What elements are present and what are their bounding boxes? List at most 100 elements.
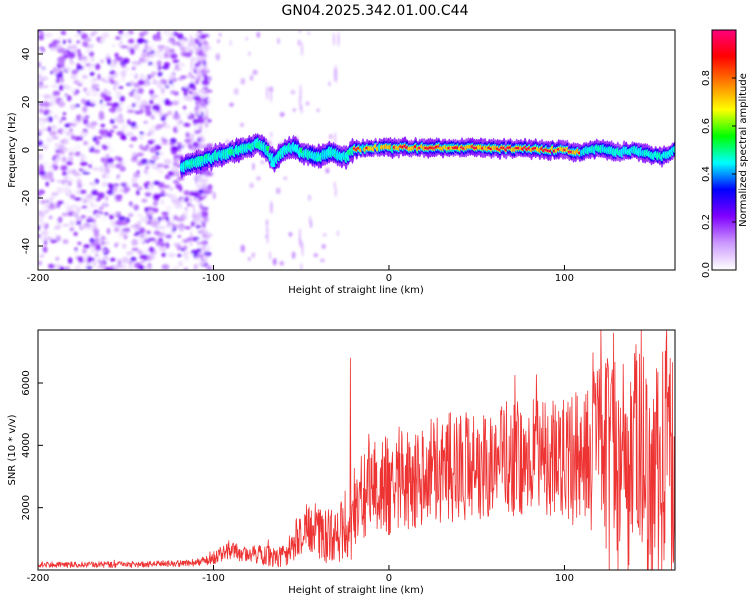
noise-cell: [96, 256, 103, 260]
noise-cell: [40, 31, 44, 36]
colorbar-cell: [712, 118, 736, 121]
noise-cell: [316, 108, 320, 112]
noise-cell: [75, 207, 82, 212]
snr-x-ticks: -200 -100 0 100: [27, 565, 574, 584]
colorbar-ticks: 0.0 0.2 0.4 0.6 0.8: [701, 70, 736, 278]
noise-cell: [194, 32, 202, 37]
noise-cell: [145, 216, 150, 222]
noise-cell: [47, 205, 56, 210]
noise-cell: [156, 241, 162, 247]
noise-cell: [202, 186, 209, 191]
noise-cell: [97, 192, 105, 199]
noise-cell: [113, 264, 120, 270]
colorbar-cell: [712, 130, 736, 133]
noise-cell: [205, 107, 208, 122]
noise-cell: [204, 49, 206, 66]
noise-cell: [150, 237, 156, 241]
noise-cell: [204, 122, 209, 128]
noise-cell: [337, 31, 340, 47]
noise-cell: [120, 45, 128, 49]
noise-cell: [176, 142, 182, 146]
noise-cell: [91, 92, 99, 97]
noise-cell: [240, 122, 244, 127]
colorbar-cell: [712, 254, 736, 257]
noise-cell: [213, 191, 216, 200]
x-tick-label: -200: [27, 273, 50, 284]
noise-cell: [63, 187, 71, 194]
noise-cell: [147, 139, 154, 145]
noise-cell: [172, 266, 179, 270]
noise-cell: [152, 78, 157, 85]
noise-cell: [118, 86, 124, 89]
noise-cell: [60, 30, 67, 36]
noise-cell: [325, 167, 330, 174]
noise-cell: [180, 144, 187, 147]
noise-cell: [196, 75, 202, 82]
noise-cell: [179, 119, 183, 125]
noise-cell: [81, 75, 88, 79]
noise-cell: [38, 56, 44, 62]
noise-cell: [136, 170, 140, 174]
noise-cell: [153, 162, 158, 168]
noise-cell: [41, 101, 50, 108]
noise-cell: [193, 176, 201, 180]
noise-cell: [172, 113, 181, 120]
noise-cell: [102, 255, 110, 261]
noise-cell: [182, 122, 191, 127]
noise-cell: [125, 151, 131, 154]
noise-cell: [157, 216, 162, 222]
noise-cell: [89, 79, 97, 84]
noise-cell: [108, 214, 115, 220]
noise-cell: [139, 131, 144, 135]
noise-cell: [298, 30, 301, 34]
noise-cell: [109, 257, 116, 262]
noise-cell: [51, 136, 59, 140]
noise-cell: [184, 84, 189, 89]
colorbar-cell: [712, 200, 736, 203]
noise-cell: [100, 240, 105, 246]
colorbar-cell: [712, 48, 736, 51]
noise-cell: [283, 176, 287, 180]
noise-cell: [53, 114, 59, 120]
noise-cell: [268, 86, 274, 92]
noise-cell: [190, 230, 193, 248]
noise-cell: [165, 215, 170, 222]
colorbar-cell: [712, 134, 736, 137]
noise-cell: [38, 30, 42, 33]
colorbar-gradient: [712, 30, 736, 271]
noise-cell: [120, 230, 128, 237]
noise-cell: [256, 31, 260, 38]
noise-cell: [77, 256, 84, 263]
colorbar-cell: [712, 88, 736, 91]
noise-cell: [90, 246, 97, 253]
colorbar-cell: [712, 144, 736, 147]
noise-cell: [61, 138, 69, 145]
noise-cell: [93, 149, 101, 154]
noise-cell: [82, 248, 87, 254]
noise-cell: [114, 194, 123, 199]
noise-cell: [197, 118, 205, 124]
noise-cell: [163, 164, 170, 169]
noise-cell: [156, 124, 164, 129]
colorbar-cell: [712, 126, 736, 129]
noise-cell: [38, 61, 42, 68]
noise-cell: [201, 210, 209, 217]
ridge-cell: [315, 157, 321, 162]
noise-cell: [131, 66, 136, 71]
colorbar-cell: [712, 250, 736, 253]
noise-cell: [75, 188, 81, 196]
noise-cell: [103, 212, 109, 216]
noise-cell: [197, 110, 202, 116]
noise-cell: [69, 220, 75, 226]
noise-cell: [328, 81, 331, 87]
noise-cell: [44, 33, 53, 38]
noise-cell: [121, 160, 128, 164]
noise-cell: [291, 251, 296, 259]
noise-cell: [203, 134, 208, 141]
colorbar-cell: [712, 80, 736, 83]
noise-cell: [141, 52, 149, 58]
noise-cell: [82, 41, 88, 47]
noise-cell: [125, 131, 134, 137]
colorbar-tick-label: 0.2: [701, 214, 712, 230]
